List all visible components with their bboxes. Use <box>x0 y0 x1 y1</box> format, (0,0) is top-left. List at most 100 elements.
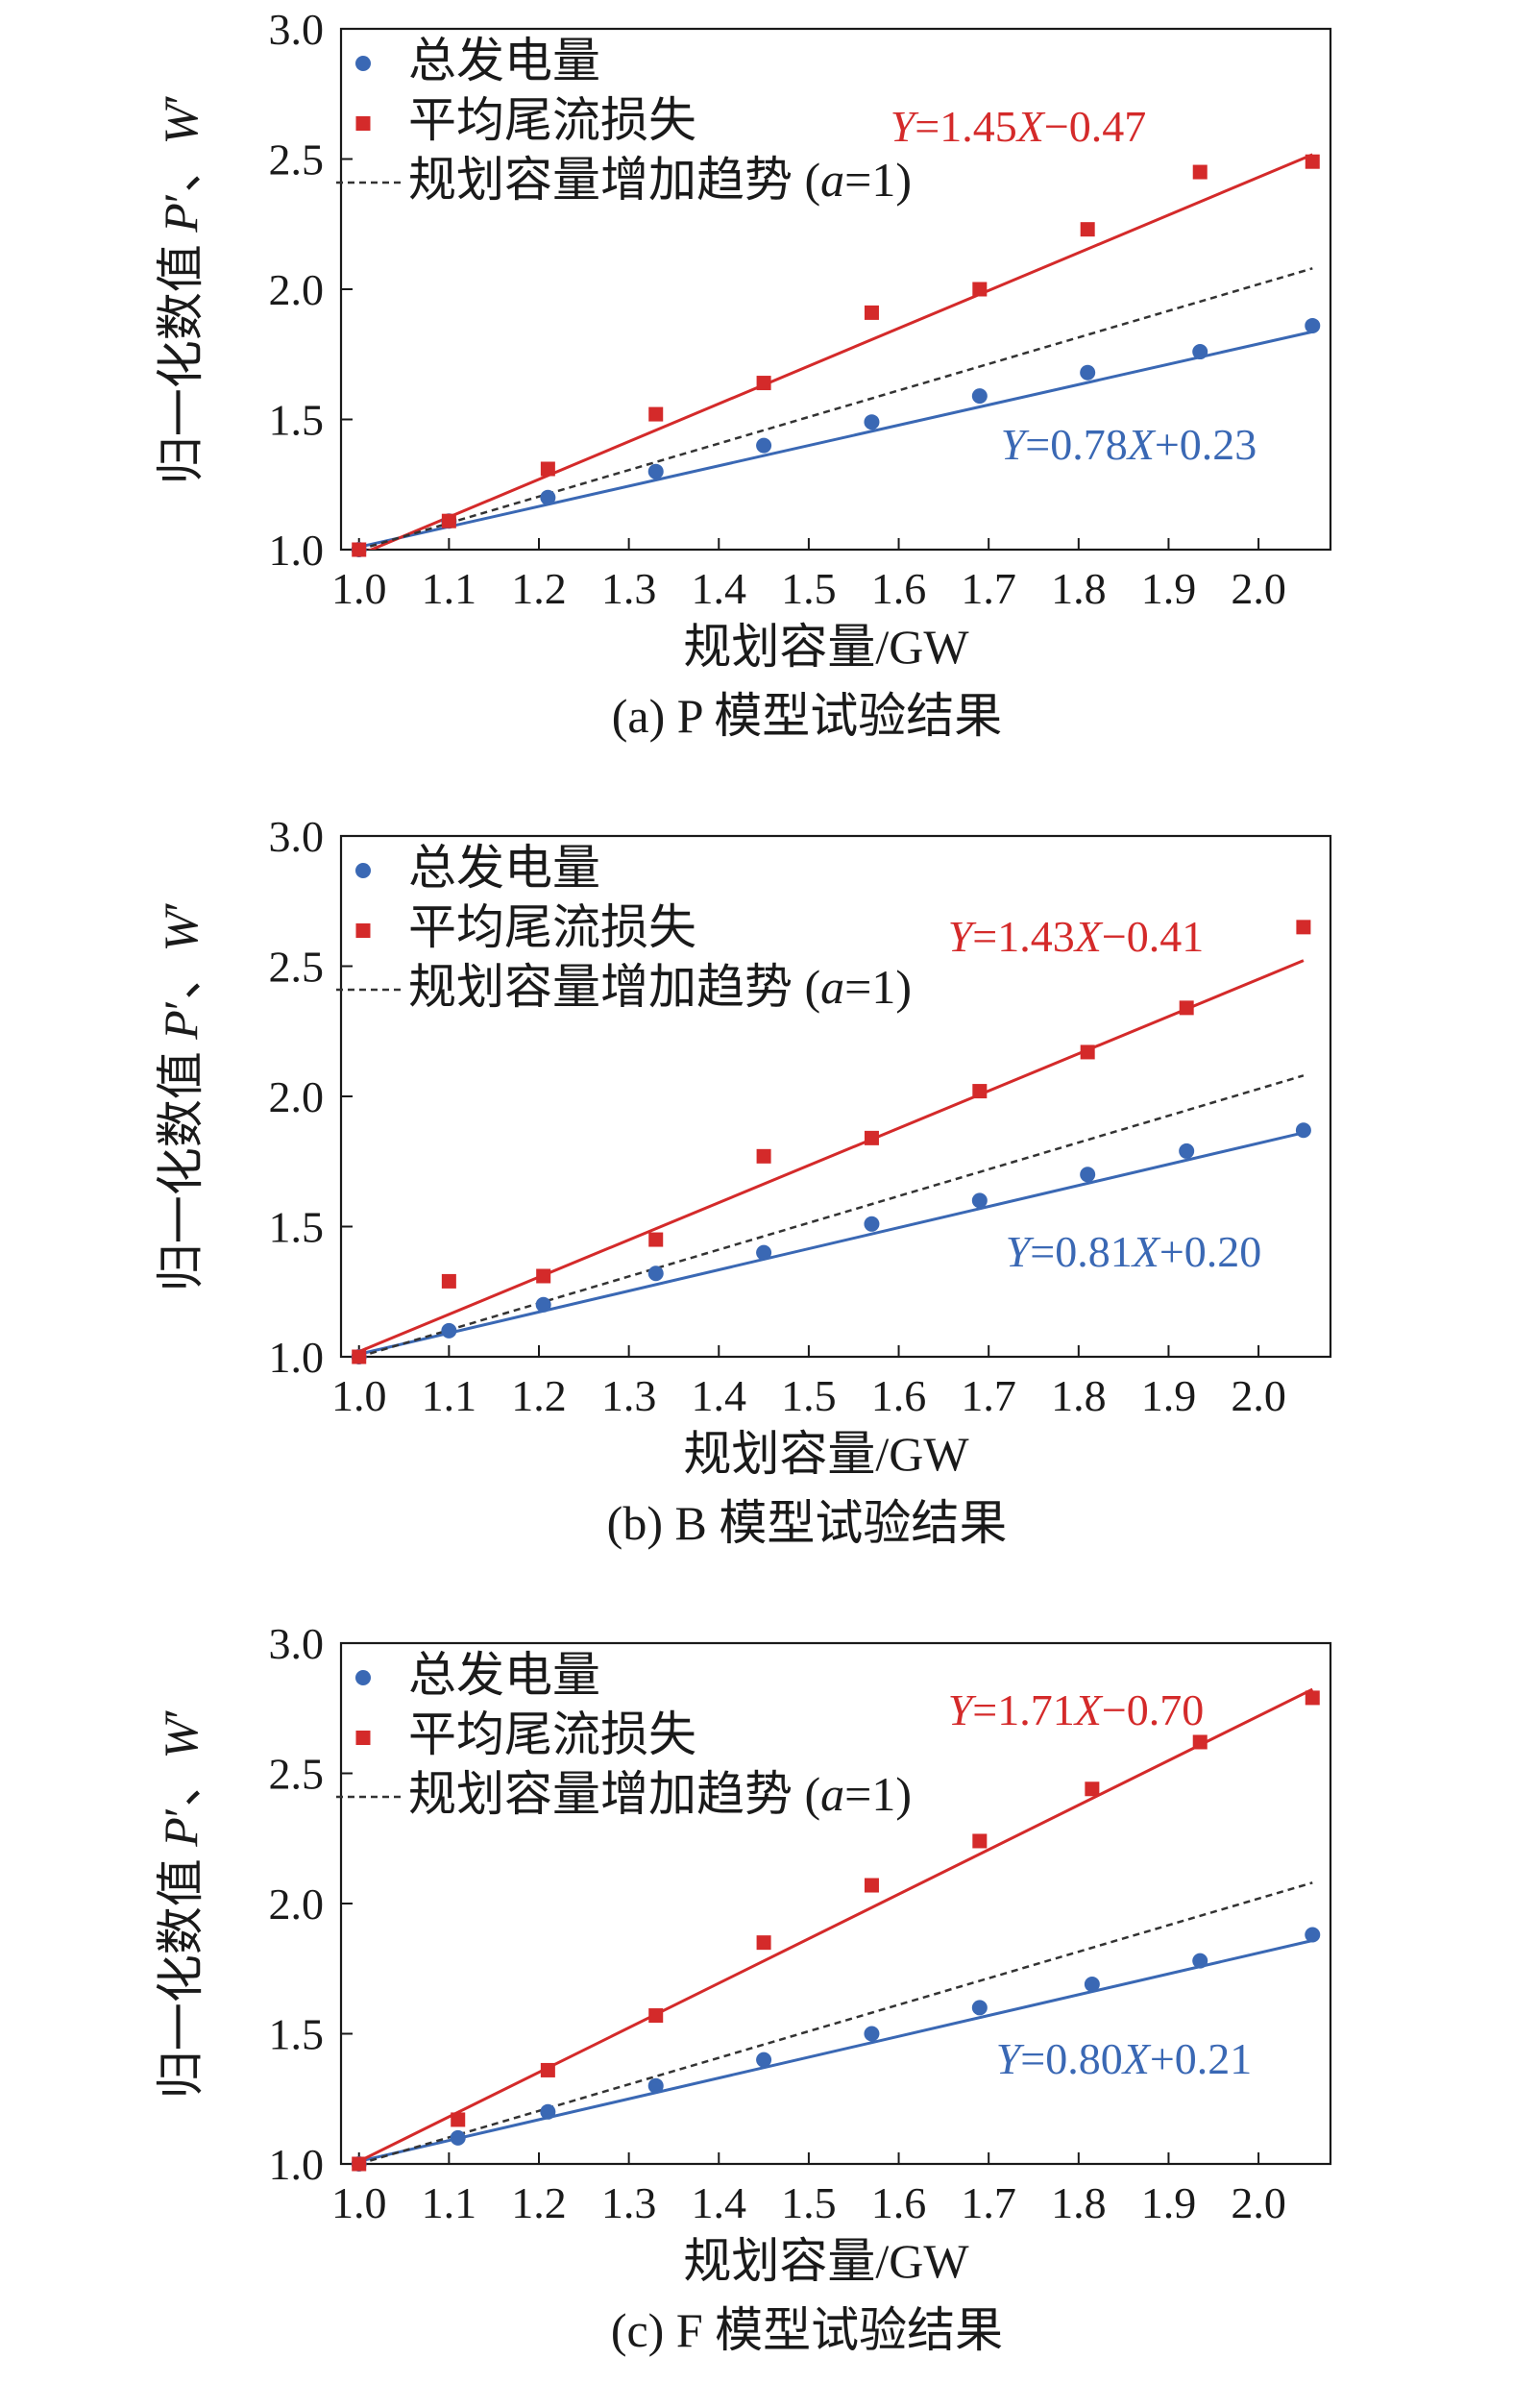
power-fit-line <box>358 330 1313 549</box>
legend-label: 总发电量 <box>408 1648 600 1702</box>
loss-data-point <box>756 376 771 391</box>
power-data-point <box>1080 1167 1096 1183</box>
legend-label: 平均尾流损失 <box>408 1708 696 1761</box>
power-data-point <box>450 2129 466 2146</box>
loss-data-point <box>1080 222 1095 237</box>
loss-data-point <box>1305 1690 1320 1706</box>
power-data-point <box>971 1192 988 1209</box>
x-tick-label: 1.5 <box>781 564 837 613</box>
power-data-point <box>756 1244 772 1261</box>
x-axis-label: 规划容量/GW <box>683 1427 969 1481</box>
x-tick-label: 2.0 <box>1231 1371 1286 1420</box>
loss-data-point <box>352 2156 367 2172</box>
x-tick-label: 2.0 <box>1231 2178 1286 2227</box>
power-data-point <box>864 2026 880 2042</box>
legend-label: 平均尾流损失 <box>408 93 696 147</box>
y-tick-label: 2.0 <box>269 1072 325 1121</box>
loss-data-point <box>451 2112 466 2127</box>
loss-data-point <box>648 1232 664 1247</box>
power-data-point <box>647 2077 664 2094</box>
x-tick-label: 1.3 <box>601 1371 657 1420</box>
power-data-point <box>1080 364 1096 381</box>
power-data-point <box>441 1322 457 1339</box>
loss-data-point <box>972 282 988 297</box>
power-data-point <box>1179 1143 1195 1159</box>
y-tick-label: 3.0 <box>269 1619 325 1668</box>
legend-power-marker <box>355 863 371 878</box>
x-tick-label: 1.2 <box>511 564 567 613</box>
power-data-point <box>647 1265 664 1282</box>
legend-label: 总发电量 <box>408 34 600 87</box>
loss-data-point <box>756 1148 771 1164</box>
legend-label: 规划容量增加趋势 (a=1) <box>408 960 912 1014</box>
x-tick-label: 1.1 <box>422 2178 477 2227</box>
loss-data-point <box>352 1349 367 1364</box>
loss-fit-equation: Y=1.43X−0.41 <box>948 912 1205 961</box>
legend-loss-marker <box>355 116 371 131</box>
legend-label: 总发电量 <box>408 841 600 895</box>
trend-line <box>358 1881 1313 2164</box>
x-tick-label: 1.9 <box>1141 1371 1197 1420</box>
x-tick-label: 1.0 <box>331 564 387 613</box>
x-tick-label: 1.8 <box>1051 1371 1107 1420</box>
y-tick-label: 2.5 <box>269 943 325 992</box>
power-data-point <box>971 2000 988 2016</box>
loss-data-point <box>1305 154 1320 169</box>
x-tick-label: 1.9 <box>1141 2178 1197 2227</box>
y-tick-label: 1.0 <box>269 2140 325 2189</box>
loss-data-point <box>1192 1734 1208 1750</box>
loss-data-point <box>1085 1781 1100 1797</box>
loss-data-point <box>441 1273 456 1289</box>
power-data-point <box>864 414 880 430</box>
legend-label: 平均尾流损失 <box>408 900 696 954</box>
chart-caption: (a) P 模型试验结果 <box>612 689 1002 743</box>
loss-data-point <box>1296 920 1311 935</box>
x-tick-label: 1.7 <box>961 1371 1016 1420</box>
x-tick-label: 1.0 <box>331 1371 387 1420</box>
power-data-point <box>1192 344 1208 360</box>
x-tick-label: 1.6 <box>871 564 927 613</box>
x-tick-label: 1.0 <box>331 2178 387 2227</box>
x-tick-label: 1.4 <box>692 1371 747 1420</box>
x-axis-label: 规划容量/GW <box>683 620 969 674</box>
power-data-point <box>1305 317 1321 333</box>
x-tick-label: 1.8 <box>1051 564 1107 613</box>
power-data-point <box>864 1216 880 1232</box>
x-tick-label: 1.1 <box>422 564 477 613</box>
y-tick-label: 3.0 <box>269 812 325 861</box>
power-data-point <box>540 489 556 505</box>
loss-data-point <box>756 1935 771 1951</box>
chart-panel-b: 1.0 1.5 2.0 2.5 3.0 1.0 1.1 1.2 1.3 1.4 1.5 1.6 1.7 1… <box>154 812 1332 1550</box>
power-data-point <box>756 437 772 454</box>
x-tick-label: 1.7 <box>961 2178 1016 2227</box>
plot-area <box>358 153 1313 550</box>
power-data-point <box>1192 1953 1208 1969</box>
y-tick-label: 2.0 <box>269 1880 325 1929</box>
legend-power-marker <box>355 56 371 71</box>
x-tick-label: 2.0 <box>1231 564 1286 613</box>
power-fit-equation: Y=0.78X+0.23 <box>1001 420 1257 469</box>
x-tick-label: 1.4 <box>692 2178 747 2227</box>
x-tick-label: 1.3 <box>601 2178 657 2227</box>
loss-fit-line <box>358 1687 1313 2163</box>
chart-caption: (c) F 模型试验结果 <box>611 2303 1003 2357</box>
loss-data-point <box>441 513 456 528</box>
loss-data-point <box>864 305 879 320</box>
power-data-point <box>1305 1927 1321 1943</box>
chart-panel-a: 1.0 1.5 2.0 2.5 3.0 1.0 1.1 1.2 1.3 1.4 1.5 1.6 1.7 1… <box>154 5 1332 743</box>
legend-power-marker <box>355 1670 371 1685</box>
y-tick-label: 1.5 <box>269 1203 325 1252</box>
y-tick-label: 2.0 <box>269 265 325 314</box>
x-axis-label: 规划容量/GW <box>683 2234 969 2288</box>
y-axis-label: 归一化数值 P′、W′ <box>154 901 207 1292</box>
loss-data-point <box>352 542 367 557</box>
x-tick-label: 1.5 <box>781 2178 837 2227</box>
power-fit-equation: Y=0.80X+0.21 <box>996 2034 1253 2083</box>
x-tick-label: 1.1 <box>422 1371 477 1420</box>
loss-data-point <box>972 1833 988 1849</box>
power-data-point <box>756 2052 772 2068</box>
y-tick-label: 3.0 <box>269 5 325 54</box>
loss-data-point <box>1192 164 1208 180</box>
